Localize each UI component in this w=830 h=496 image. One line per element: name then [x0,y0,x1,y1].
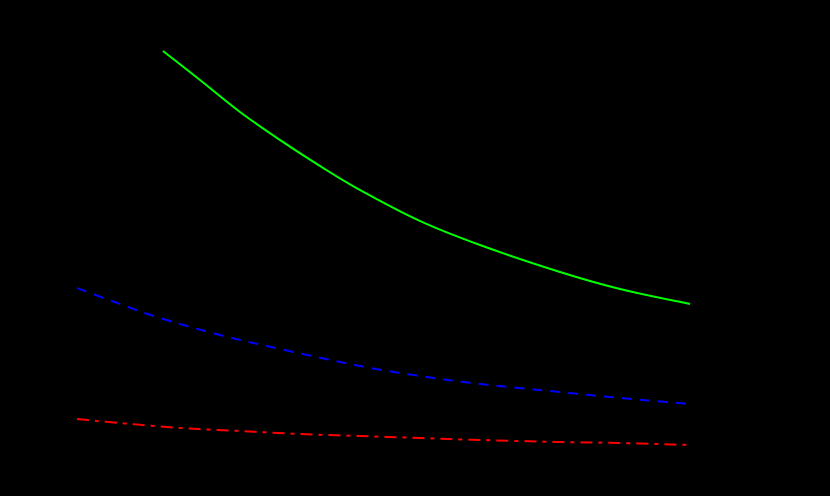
series-line-red-dashdot [76,418,691,446]
series-line-blue-dashed [76,287,691,405]
series-layer [76,50,691,446]
series-line-green-solid [162,50,691,305]
